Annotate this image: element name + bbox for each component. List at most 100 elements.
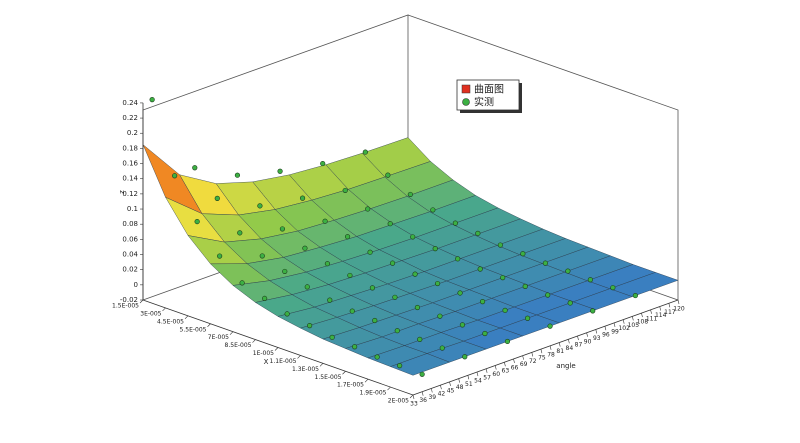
measured-point <box>462 354 468 360</box>
angle-tick <box>412 394 415 400</box>
angle-tick <box>476 371 479 377</box>
x-tick-label: 3E-005 <box>140 310 161 317</box>
x-tick <box>342 371 346 375</box>
angle-tick <box>440 385 442 390</box>
angle-tick <box>558 342 561 347</box>
x-tick-label: 1.7E-005 <box>337 382 364 389</box>
measured-point <box>587 277 593 283</box>
z-tick-label: 0.06 <box>122 235 138 243</box>
x-tick-label: 1.9E-005 <box>360 390 387 397</box>
angle-tick <box>632 316 634 321</box>
measured-point <box>565 268 571 274</box>
measured-point <box>394 328 400 334</box>
legend-label: 实测 <box>474 96 494 109</box>
z-tick-label: 0.12 <box>122 190 138 198</box>
angle-tick-label: 60 <box>492 371 500 378</box>
measured-point <box>452 220 458 226</box>
x-tick-label: 1.5E-005 <box>315 374 342 381</box>
measured-point <box>342 187 348 194</box>
measured-point <box>417 336 423 342</box>
plot-area <box>142 97 679 377</box>
z-tick-label: 0.2 <box>127 129 138 137</box>
x-tick <box>409 394 414 399</box>
angle-tick <box>504 362 506 367</box>
angle-tick-label: 45 <box>447 387 455 394</box>
measured-point <box>522 283 528 289</box>
angle-tick <box>577 335 579 341</box>
angle-tick <box>430 388 433 393</box>
measured-point <box>545 292 551 298</box>
angle-tick <box>595 329 598 334</box>
legend-swatch <box>461 84 471 94</box>
x-tick-label: 1.5E-005 <box>112 303 139 310</box>
angle-tick <box>531 352 534 357</box>
measured-point <box>430 207 436 213</box>
measured-point <box>590 308 596 314</box>
angle-tick-label: 48 <box>456 384 464 391</box>
x-tick <box>229 331 234 335</box>
x-tick <box>252 339 256 343</box>
measured-point <box>362 149 368 155</box>
z-tick-label: 0 <box>134 281 138 289</box>
z-tick-label: 0.02 <box>122 266 138 274</box>
angle-tick <box>613 322 616 328</box>
angle-axis <box>412 299 679 396</box>
angle-tick <box>650 309 652 314</box>
angle-tick <box>485 368 488 373</box>
measured-point <box>302 245 308 251</box>
angle-tick-label: 99 <box>611 328 619 335</box>
z-tick-label: 0.22 <box>122 114 138 122</box>
measured-point <box>459 322 466 328</box>
z-tick-label: 0.16 <box>122 160 138 168</box>
angle-tick-label: 93 <box>593 335 601 342</box>
measured-point <box>367 249 373 255</box>
angle-tick <box>449 381 451 386</box>
measured-point <box>277 168 283 174</box>
measured-point <box>234 172 241 178</box>
measured-point <box>322 218 328 224</box>
angle-tick-label: 66 <box>511 364 519 371</box>
measured-point <box>567 300 573 306</box>
angle-tick <box>540 349 543 354</box>
measured-point <box>407 191 413 198</box>
x-tick <box>207 323 211 327</box>
z-axis-label: z <box>118 190 126 194</box>
measured-point <box>475 230 481 236</box>
measured-point <box>329 334 335 340</box>
measured-point <box>374 354 380 360</box>
measured-point <box>262 295 268 302</box>
x-tick-label: 1.3E-005 <box>292 366 319 373</box>
angle-tick-label: 114 <box>655 312 667 319</box>
angle-tick-label: 108 <box>637 319 649 326</box>
measured-point <box>477 266 483 272</box>
angle-tick <box>586 332 588 337</box>
measured-point <box>610 285 616 291</box>
measured-point <box>500 275 506 281</box>
angle-tick-label: 33 <box>410 401 418 408</box>
measured-point <box>542 260 548 266</box>
angle-tick-label: 63 <box>502 368 510 375</box>
angle-tick <box>467 375 470 380</box>
legend: 曲面图 实测 <box>456 79 522 113</box>
z-tick-label: 0.18 <box>122 144 138 152</box>
angle-tick-label: 42 <box>438 391 446 398</box>
angle-tick <box>568 339 570 344</box>
measured-point <box>259 253 265 259</box>
angle-tick <box>641 313 643 318</box>
measured-point <box>320 160 326 167</box>
measured-point <box>372 317 378 324</box>
x-tick-label: 4.5E-005 <box>157 318 184 325</box>
angle-tick <box>458 378 460 383</box>
measured-point <box>149 97 155 103</box>
angle-tick-label: 120 <box>673 306 685 313</box>
measured-point <box>344 234 351 240</box>
measured-point <box>389 260 396 266</box>
measured-point <box>432 246 438 252</box>
measured-point <box>304 284 310 290</box>
measured-point <box>439 345 445 351</box>
measured-point <box>284 311 290 317</box>
legend-label: 曲面图 <box>474 84 504 96</box>
measured-point <box>397 363 403 369</box>
angle-tick-label: 87 <box>575 342 583 349</box>
angle-tick <box>668 303 671 308</box>
